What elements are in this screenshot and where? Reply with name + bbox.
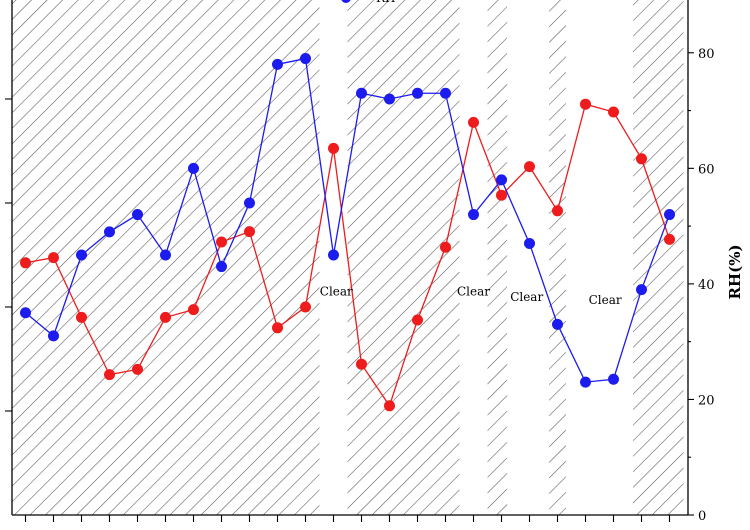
series-0-point-13 [384, 400, 395, 412]
series [20, 53, 675, 412]
series-1-point-6 [188, 162, 199, 174]
legend-rh-marker [341, 0, 351, 3]
series-1-point-17 [496, 174, 507, 186]
series-0-point-19 [552, 205, 563, 217]
series-1-point-21 [608, 373, 619, 385]
series-1-point-13 [384, 93, 395, 105]
series-1-point-14 [412, 87, 423, 99]
series-1-point-3 [104, 226, 115, 238]
series-1-point-8 [244, 197, 255, 209]
right-y-tick-label-4: 80 [698, 47, 715, 62]
series-1-point-2 [76, 249, 87, 261]
series-0-point-20 [580, 98, 591, 110]
shaded-span-1 [347, 0, 460, 515]
right-y-tick-label-0: 0 [698, 509, 706, 524]
series-0-point-8 [244, 226, 255, 238]
series-1-point-5 [160, 249, 171, 261]
shaded-span-2 [487, 0, 508, 515]
series-1-point-10 [300, 53, 311, 65]
series-0-point-7 [216, 236, 227, 248]
series-0-point-4 [132, 363, 143, 375]
series-0-point-10 [300, 301, 311, 313]
right-y-tick-label-1: 20 [698, 393, 715, 408]
series-0-point-11 [328, 142, 339, 154]
series-1-point-16 [468, 209, 479, 221]
series-0-point-5 [160, 311, 171, 323]
series-1-point-20 [580, 376, 591, 388]
series-0-point-14 [412, 314, 423, 326]
shaded-regions [12, 0, 684, 515]
annotations: Clear Clear Clear Clear [320, 284, 622, 307]
series-1-point-15 [440, 87, 451, 99]
series-0-point-16 [468, 116, 479, 128]
series-0-point-21 [608, 106, 619, 118]
series-1-point-9 [272, 58, 283, 70]
right-y-tick-label-3: 60 [698, 162, 715, 177]
annotation-clear-0: Clear [320, 284, 353, 298]
series-0-point-3 [104, 369, 115, 381]
axes: 0 20 40 60 80 [5, 0, 715, 524]
series-1-point-0 [20, 307, 31, 319]
series-1-point-19 [552, 318, 563, 330]
right-y-tick-label-2: 40 [698, 278, 715, 293]
series-1-point-4 [132, 209, 143, 221]
legend-rh-label: RH [376, 0, 396, 5]
series-0-point-9 [272, 322, 283, 334]
legend: RH [190, 0, 396, 5]
shaded-span-4 [633, 0, 684, 515]
series-0-point-22 [636, 153, 647, 165]
series-1-point-22 [636, 284, 647, 296]
series-1-point-1 [48, 330, 59, 342]
series-0-point-6 [188, 304, 199, 316]
series-0-point-17 [496, 189, 507, 201]
series-1-point-23 [664, 209, 675, 221]
series-1-point-18 [524, 237, 535, 249]
series-0-point-23 [664, 233, 675, 245]
right-axis-title: RH(%) [726, 244, 744, 299]
annotation-clear-3: Clear [589, 293, 622, 307]
series-1-point-11 [328, 249, 339, 261]
annotation-clear-2: Clear [510, 290, 543, 304]
annotation-clear-1: Clear [457, 284, 490, 298]
series-1-point-7 [216, 261, 227, 273]
series-0-point-12 [356, 358, 367, 370]
series-0-point-18 [524, 161, 535, 173]
series-0-point-1 [48, 252, 59, 264]
series-0-point-0 [20, 257, 31, 269]
series-0-point-2 [76, 311, 87, 323]
series-1-point-12 [356, 87, 367, 99]
shaded-span-3 [549, 0, 566, 515]
legend-hatch-swatch [190, 0, 260, 4]
series-0-point-15 [440, 241, 451, 253]
